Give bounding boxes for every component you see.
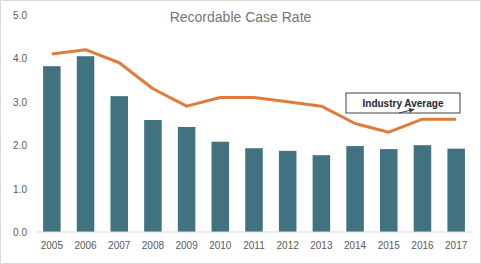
bar [245, 148, 263, 232]
x-tick-label: 2011 [243, 240, 265, 251]
line [52, 50, 456, 132]
x-axis-line [35, 232, 473, 233]
bar [346, 146, 364, 232]
x-tick-label: 2013 [310, 240, 333, 251]
x-tick-label: 2016 [411, 240, 434, 251]
bar [77, 56, 95, 232]
bar [380, 149, 398, 232]
x-tick-label: 2014 [344, 240, 367, 251]
bar [178, 127, 196, 232]
x-tick-label: 2015 [378, 240, 401, 251]
series-label: Industry Average [363, 98, 444, 109]
bar [447, 149, 465, 232]
bar [313, 155, 331, 232]
bar [110, 96, 128, 232]
y-tick-label: 0.0 [13, 227, 27, 238]
chart-frame [1, 1, 481, 264]
y-tick-label: 1.0 [13, 184, 27, 195]
y-tick-label: 5.0 [13, 10, 27, 21]
bar [414, 145, 432, 232]
bar [144, 120, 162, 232]
callout-box [346, 93, 460, 113]
x-tick-label: 2007 [108, 240, 131, 251]
y-tick-label: 4.0 [13, 53, 27, 64]
callout-arrowhead [409, 108, 415, 113]
x-tick-label: 2009 [175, 240, 198, 251]
y-tick-label: 3.0 [13, 97, 27, 108]
x-tick-label: 2012 [277, 240, 300, 251]
bar [212, 142, 230, 232]
x-tick-label: 2006 [74, 240, 97, 251]
x-tick-label: 2010 [209, 240, 232, 251]
chart-title: Recordable Case Rate [170, 9, 312, 25]
bar [43, 66, 61, 232]
chart: Recordable Case Rate 0.0 1.0 2.0 3.0 4.0 5.0 In… [0, 0, 481, 264]
plot-area [43, 50, 465, 232]
bar [279, 151, 297, 232]
x-tick-label: 2008 [142, 240, 165, 251]
x-tick-label: 2005 [41, 240, 64, 251]
y-tick-label: 2.0 [13, 140, 27, 151]
x-tick-label: 2017 [445, 240, 468, 251]
